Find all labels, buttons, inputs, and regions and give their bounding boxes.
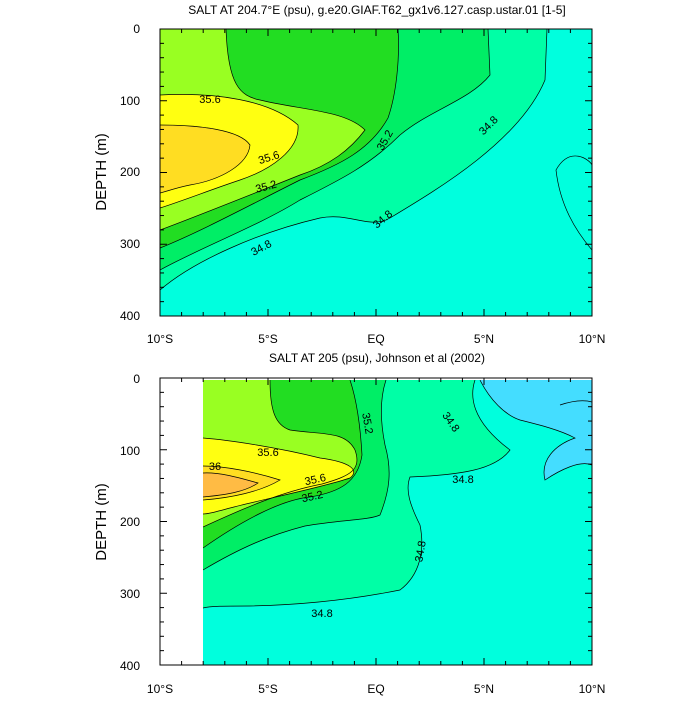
contour-label: 34.8 (311, 608, 332, 620)
panel-2: SALT AT 205 (psu), Johnson et al (2002) (93, 351, 605, 696)
x-tick-label: 10°N (579, 332, 606, 346)
x-tick-label: EQ (367, 682, 384, 696)
panel-1-y-axis-title: DEPTH (m) (93, 133, 110, 211)
y-tick-label: 300 (120, 587, 140, 601)
panel-2-ticks (159, 377, 593, 666)
contour-label: 35.6 (199, 94, 220, 106)
x-tick-label: 5°N (474, 332, 494, 346)
contour-label: 35.2 (359, 412, 375, 435)
panel-1-contour-lines (160, 29, 592, 316)
y-tick-label: 0 (133, 372, 140, 386)
panel-2-title: SALT AT 205 (psu), Johnson et al (2002) (269, 351, 485, 365)
y-tick-label: 200 (120, 165, 140, 179)
panel-2-y-axis-title: DEPTH (m) (93, 483, 110, 561)
x-tick-label: 5°N (474, 682, 494, 696)
y-tick-label: 400 (120, 659, 140, 673)
fill-35-8-to-36-0 (160, 125, 250, 193)
panel-1-ticks (159, 28, 593, 317)
panel-2-contour-labels: 35.6 36 35.6 35.2 35.2 34.8 34.8 34.8 34… (209, 410, 474, 620)
y-tick-label: 100 (120, 94, 140, 108)
panel-2-y-tick-labels: 0 100 200 300 400 (120, 372, 140, 673)
contour-label: 34.8 (452, 474, 473, 486)
contour-label: 35.6 (257, 447, 278, 459)
panel-2-contour-lines (203, 380, 592, 609)
panel-1: SALT AT 204.7°E (psu), g.e20.GIAF.T62_gx… (93, 3, 605, 346)
y-tick-label: 100 (120, 444, 140, 458)
y-tick-label: 400 (120, 309, 140, 323)
x-tick-label: 5°S (258, 682, 277, 696)
panel-2-x-tick-labels: 10°S 5°S EQ 5°N 10°N (147, 682, 605, 696)
y-tick-label: 200 (120, 515, 140, 529)
x-tick-label: 5°S (258, 332, 277, 346)
panel-2-contour-fills (203, 380, 592, 665)
contour-label: 34.8 (413, 540, 429, 563)
contour-label: 35.2 (301, 489, 324, 505)
x-tick-label: 10°N (579, 682, 606, 696)
panel-1-x-tick-labels: 10°S 5°S EQ 5°N 10°N (147, 332, 605, 346)
x-tick-label: 10°S (147, 682, 173, 696)
panel-1-y-tick-labels: 0 100 200 300 400 (120, 22, 140, 323)
fill-gt-36-0 (203, 472, 258, 497)
contour-label: 35.6 (304, 472, 327, 488)
contour-label: 35.2 (254, 179, 278, 196)
y-tick-label: 300 (120, 237, 140, 251)
panel-1-title: SALT AT 204.7°E (psu), g.e20.GIAF.T62_gx… (188, 3, 565, 17)
contour-label: 36 (209, 461, 221, 473)
y-tick-label: 0 (133, 22, 140, 36)
fill-lt-34-6 (480, 380, 592, 480)
panel-1-contour-fills (160, 29, 592, 316)
x-tick-label: EQ (367, 332, 384, 346)
fill-lt-34-8-patch (556, 155, 592, 250)
x-tick-label: 10°S (147, 332, 173, 346)
